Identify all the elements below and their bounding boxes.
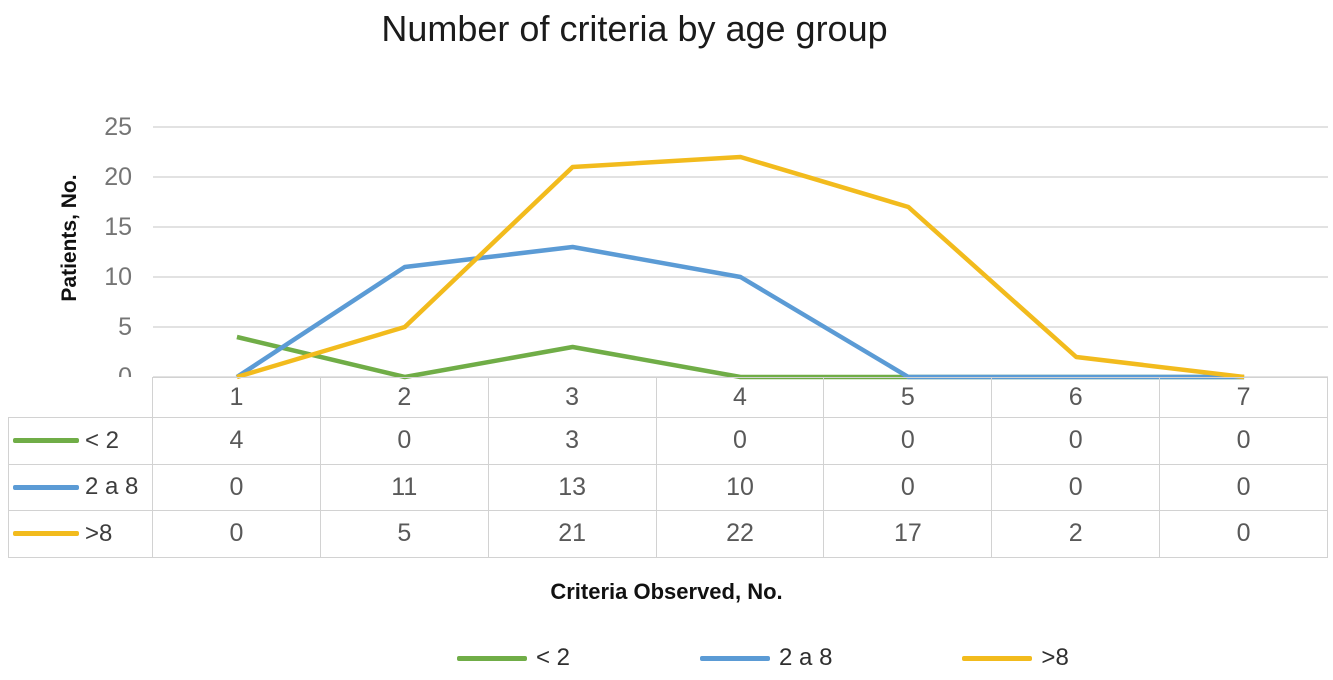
table-category-cell-7: 7 — [1160, 377, 1328, 418]
y-tick-label-5: 5 — [118, 313, 132, 341]
x-axis-title: Criteria Observed, No. — [550, 579, 783, 604]
y-tick-label-25: 25 — [104, 113, 132, 141]
table-value-cell-r0-c2: 3 — [488, 418, 657, 465]
legend-item-0: < 2 — [457, 644, 570, 672]
table-value-cell-r2-c5: 2 — [992, 511, 1161, 558]
legend-label: >8 — [1041, 644, 1069, 671]
legend-swatch-icon — [962, 655, 1033, 661]
legend-item-1: 2 a 8 — [700, 644, 832, 672]
table-value-cell-r2-c6: 0 — [1160, 511, 1328, 558]
table-value-cell-r2-c1: 5 — [320, 511, 489, 558]
table-value-cell-r1-c1: 11 — [320, 464, 489, 511]
table-value-cell-r0-c4: 0 — [824, 418, 993, 465]
table-value-cell-r0-c5: 0 — [992, 418, 1161, 465]
table-value-cell-r1-c5: 0 — [992, 464, 1161, 511]
chart-title: Number of criteria by age group — [381, 8, 888, 49]
table-value-cell-r0-c1: 0 — [320, 418, 489, 465]
table-series-label-0: < 2 — [8, 418, 153, 465]
table-category-cell-5: 5 — [824, 377, 993, 418]
table-category-cell-1: 1 — [153, 377, 321, 418]
table-category-cell-2: 2 — [320, 377, 489, 418]
y-tick-label-10: 10 — [104, 263, 132, 291]
table-series-label-2: >8 — [8, 511, 153, 558]
table-value-cell-r1-c3: 10 — [656, 464, 825, 511]
table-value-cell-r2-c3: 22 — [656, 511, 825, 558]
legend-swatch-icon — [700, 655, 771, 661]
table-value-cell-r1-c6: 0 — [1160, 464, 1328, 511]
table-value-cell-r2-c4: 17 — [824, 511, 993, 558]
series-name: >8 — [85, 519, 113, 547]
series-swatch-icon — [13, 531, 79, 537]
series-line-2 — [236, 154, 1245, 380]
table-value-cell-r2-c2: 21 — [488, 511, 657, 558]
y-tick-label-15: 15 — [104, 213, 132, 241]
legend-item-2: >8 — [962, 644, 1069, 672]
table-value-cell-r0-c3: 0 — [656, 418, 825, 465]
table-value-cell-r1-c2: 13 — [488, 464, 657, 511]
series-name: < 2 — [85, 426, 120, 454]
table-category-cell-3: 3 — [488, 377, 657, 418]
series-swatch-icon — [13, 438, 79, 444]
table-category-cell-6: 6 — [992, 377, 1161, 418]
table-corner-cell — [8, 377, 153, 418]
table-value-cell-r1-c4: 0 — [824, 464, 993, 511]
table-value-cell-r2-c0: 0 — [153, 511, 321, 558]
table-value-cell-r0-c0: 4 — [153, 418, 321, 465]
table-series-label-1: 2 a 8 — [8, 464, 153, 511]
series-swatch-icon — [13, 484, 79, 490]
y-tick-label-20: 20 — [104, 163, 132, 191]
table-category-cell-4: 4 — [656, 377, 825, 418]
legend: < 2 2 a 8 >8 — [457, 644, 1069, 672]
table-value-cell-r1-c0: 0 — [153, 464, 321, 511]
series-name: 2 a 8 — [85, 473, 139, 501]
legend-label: < 2 — [536, 644, 571, 671]
legend-label: 2 a 8 — [779, 644, 833, 671]
table-value-cell-r0-c6: 0 — [1160, 418, 1328, 465]
legend-swatch-icon — [457, 655, 527, 661]
